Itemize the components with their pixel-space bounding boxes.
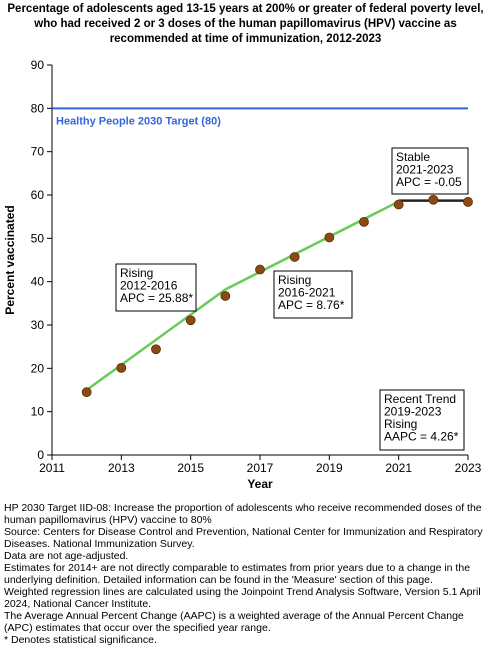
data-point xyxy=(151,344,161,355)
annotation-text: Rising xyxy=(278,273,311,287)
footnote-aapc: The Average Annual Percent Change (AAPC)… xyxy=(4,610,464,634)
annotation-text: Rising xyxy=(120,266,153,280)
y-tick-label: 70 xyxy=(31,145,45,159)
footnote-age-adjusted: Data are not age-adjusted. xyxy=(4,550,129,562)
x-tick-label: 2013 xyxy=(108,461,135,475)
annotation-text: APC = -0.05 xyxy=(396,175,462,189)
data-point xyxy=(289,252,300,262)
y-tick-label: 30 xyxy=(31,318,45,332)
y-tick-label: 20 xyxy=(31,361,45,375)
x-tick-label: 2019 xyxy=(316,461,343,475)
data-point xyxy=(185,315,196,326)
annotation-text: Rising xyxy=(384,417,417,431)
annotation-box-2 xyxy=(273,270,353,319)
data-point xyxy=(359,216,369,227)
annotation-box-1 xyxy=(115,263,197,312)
annotation-text: APC = 25.88* xyxy=(120,291,193,305)
x-tick-label: 2023 xyxy=(455,461,482,475)
footnote-target: HP 2030 Target IID-08: Increase the prop… xyxy=(4,502,482,526)
data-point xyxy=(324,232,335,243)
data-point xyxy=(255,264,265,275)
annotation-text: Stable xyxy=(396,150,430,164)
annotation-text: 2012-2016 xyxy=(120,279,178,293)
annotation-text: Recent Trend xyxy=(384,392,456,406)
chart-plot: 0 10 20 30 40 50 60 70 80 90 2011 2013 2015 2017 2019 2… xyxy=(3,58,482,491)
x-tick-label: 2011 xyxy=(39,461,65,475)
x-tick-label: 2021 xyxy=(385,461,412,475)
footnote-significance: * Denotes statistical significance. xyxy=(4,634,157,646)
y-tick-label: 0 xyxy=(37,448,44,462)
annotation-text: 2019-2023 xyxy=(384,405,442,419)
annotation-text: 2021-2023 xyxy=(396,163,454,177)
annotation-box-4 xyxy=(379,389,465,451)
target-label: Healthy People 2030 Target (80) xyxy=(56,115,221,127)
y-axis-label: Percent vaccinated xyxy=(3,205,17,314)
y-tick-label: 90 xyxy=(31,58,45,72)
data-point xyxy=(463,197,473,207)
x-tick-label: 2017 xyxy=(247,461,274,475)
footnotes: HP 2030 Target IID-08: Increase the prop… xyxy=(4,502,488,646)
annotation-box-3 xyxy=(391,147,469,195)
y-tick-label: 50 xyxy=(31,231,45,245)
y-tick-label: 40 xyxy=(31,275,45,289)
footnote-joinpoint: Weighted regression lines are calculated… xyxy=(4,586,481,610)
y-tick-label: 60 xyxy=(31,188,45,202)
data-point xyxy=(116,362,127,373)
annotation-text: AAPC = 4.26* xyxy=(384,430,459,444)
trend-segment-2 xyxy=(224,200,400,291)
trend-segment-1 xyxy=(85,288,227,392)
footnote-source: Source: Centers for Disease Control and … xyxy=(4,526,483,550)
y-tick-label: 10 xyxy=(31,405,45,419)
x-axis-label: Year xyxy=(247,477,273,491)
footnote-comparability: Estimates for 2014+ are not directly com… xyxy=(4,562,471,586)
chart-title: Percentage of adolescents aged 13-15 yea… xyxy=(7,3,484,45)
y-tick-label: 80 xyxy=(31,101,45,115)
data-point xyxy=(393,199,404,210)
data-point xyxy=(428,194,439,205)
x-tick-label: 2015 xyxy=(177,461,204,475)
annotation-text: APC = 8.76* xyxy=(278,298,345,312)
data-point xyxy=(220,291,231,301)
annotation-text: 2016-2021 xyxy=(278,286,336,300)
data-point xyxy=(81,387,92,398)
